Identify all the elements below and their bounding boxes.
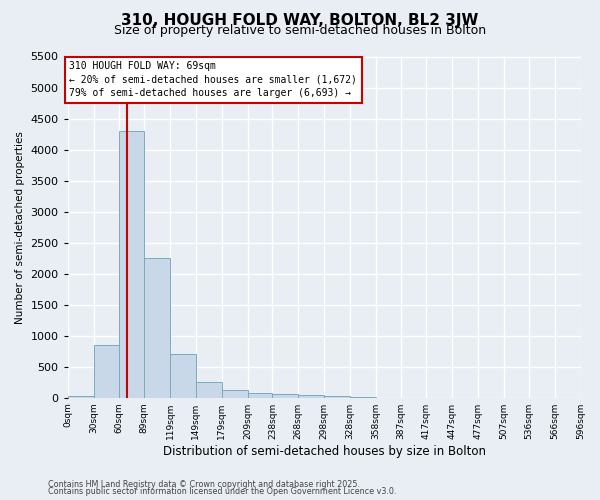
Bar <box>324 396 350 398</box>
Y-axis label: Number of semi-detached properties: Number of semi-detached properties <box>15 130 25 324</box>
Bar <box>119 131 144 398</box>
Bar <box>68 396 94 398</box>
Bar <box>144 258 170 398</box>
Bar <box>94 345 119 398</box>
Bar <box>298 394 324 398</box>
X-axis label: Distribution of semi-detached houses by size in Bolton: Distribution of semi-detached houses by … <box>163 444 485 458</box>
Bar <box>170 354 196 398</box>
Text: Size of property relative to semi-detached houses in Bolton: Size of property relative to semi-detach… <box>114 24 486 37</box>
Text: Contains HM Land Registry data © Crown copyright and database right 2025.: Contains HM Land Registry data © Crown c… <box>48 480 360 489</box>
Bar <box>248 394 272 398</box>
Text: Contains public sector information licensed under the Open Government Licence v3: Contains public sector information licen… <box>48 487 397 496</box>
Bar <box>222 390 248 398</box>
Bar <box>196 382 222 398</box>
Text: 310 HOUGH FOLD WAY: 69sqm
← 20% of semi-detached houses are smaller (1,672)
79% : 310 HOUGH FOLD WAY: 69sqm ← 20% of semi-… <box>70 62 358 98</box>
Text: 310, HOUGH FOLD WAY, BOLTON, BL2 3JW: 310, HOUGH FOLD WAY, BOLTON, BL2 3JW <box>121 12 479 28</box>
Bar <box>272 394 298 398</box>
